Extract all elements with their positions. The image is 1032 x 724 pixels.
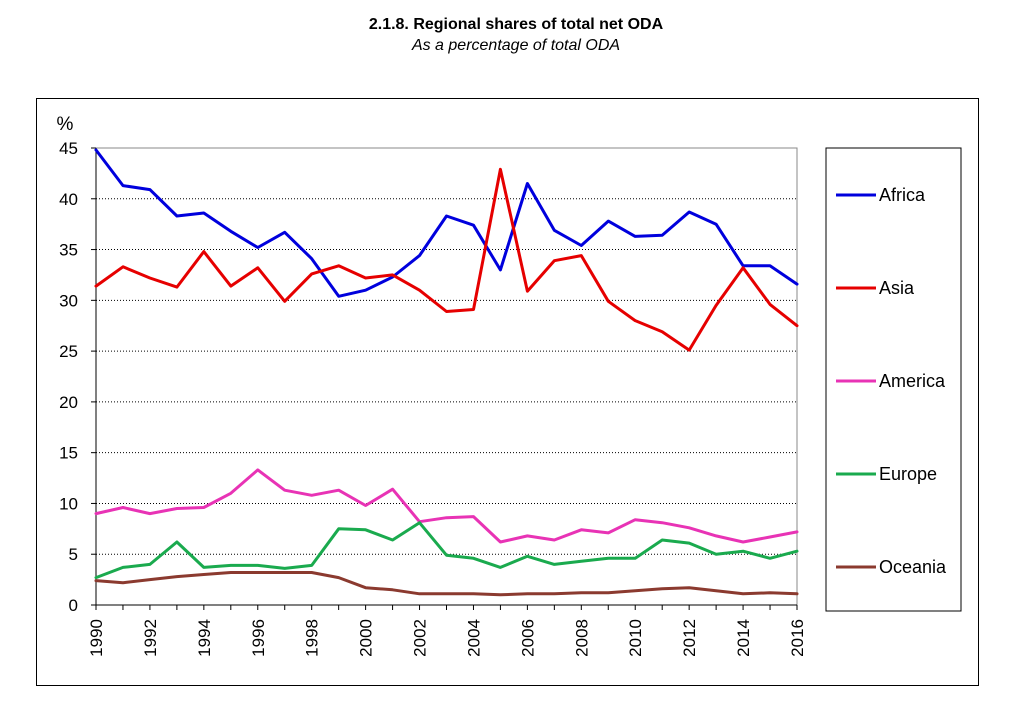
x-tick-label: 2010 [626, 619, 645, 657]
x-tick-label: 2006 [518, 619, 537, 657]
x-tick-label: 1996 [249, 619, 268, 657]
x-tick-label: 2000 [357, 619, 376, 657]
x-tick-label: 1998 [303, 619, 322, 657]
x-tick-label: 2016 [788, 619, 807, 657]
y-tick-label: 10 [59, 494, 78, 513]
y-tick-label: 30 [59, 291, 78, 310]
y-axis: 0 5 10 15 20 25 30 35 40 45 [59, 139, 97, 615]
x-tick-label: 2014 [734, 619, 753, 657]
series-line-europe [94, 521, 799, 580]
legend-label-asia: Asia [879, 278, 915, 298]
series-lines [94, 148, 799, 597]
series-line-oceania [94, 571, 799, 597]
x-tick-label: 2012 [680, 619, 699, 657]
chart-title: 2.1.8. Regional shares of total net ODA [368, 16, 664, 33]
y-tick-label: 20 [59, 393, 78, 412]
y-tick-label: 35 [59, 241, 78, 260]
legend: Africa Asia America Europe Oceania [836, 185, 947, 577]
chart-frame [36, 98, 979, 686]
y-tick-label: 40 [59, 190, 78, 209]
x-axis: 1990 1992 1994 1996 1998 2000 2002 2004 2006 2008… [87, 604, 807, 657]
legend-label-africa: Africa [879, 185, 926, 205]
y-tick-label: 25 [59, 342, 78, 361]
y-tick-label: 45 [59, 139, 78, 158]
x-tick-label: 2004 [464, 619, 483, 657]
series-line-america [94, 468, 799, 544]
series-line-africa [94, 148, 799, 298]
x-tick-label: 1992 [141, 619, 160, 657]
x-tick-label: 2002 [411, 619, 430, 657]
legend-label-europe: Europe [879, 464, 937, 484]
y-tick-label: 15 [59, 444, 78, 463]
chart-subtitle: As a percentage of total ODA [411, 37, 621, 54]
y-axis-label: % [57, 114, 74, 135]
y-tick-label: 5 [69, 545, 78, 564]
legend-label-america: America [879, 371, 946, 391]
y-tick-label: 0 [69, 596, 78, 615]
x-tick-label: 2008 [572, 619, 591, 657]
gridlines [96, 198, 797, 555]
x-tick-label: 1994 [195, 619, 214, 657]
legend-label-oceania: Oceania [879, 557, 947, 577]
series-line-asia [94, 167, 799, 352]
x-tick-label: 1990 [87, 619, 106, 657]
